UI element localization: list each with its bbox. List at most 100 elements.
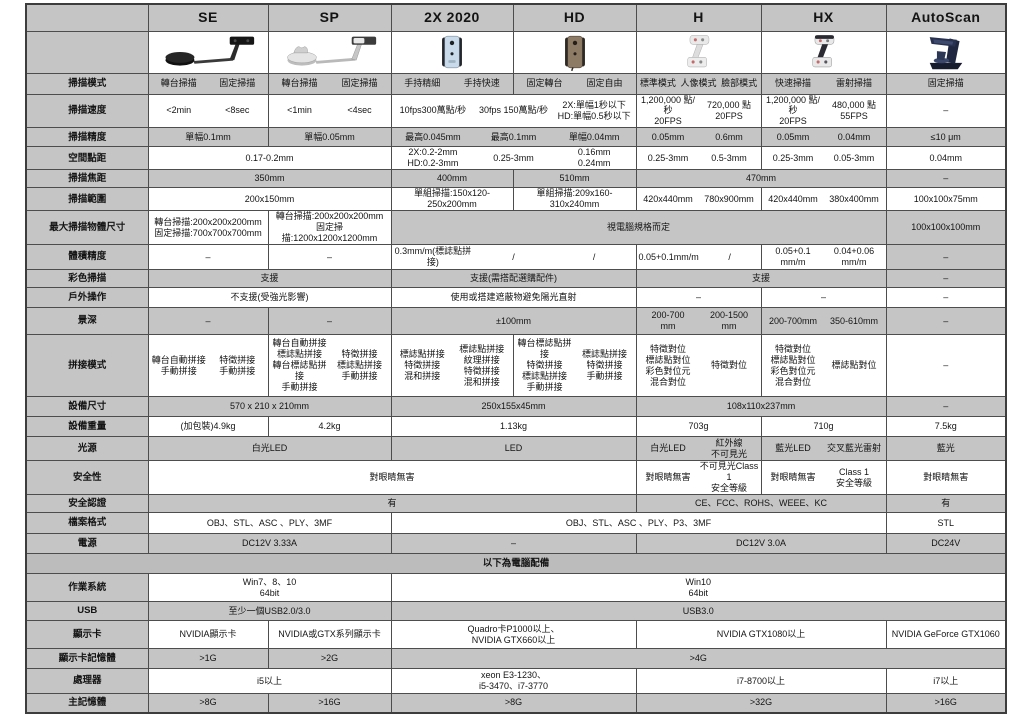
spec-value: 200x150mm bbox=[244, 193, 295, 204]
spec-value: – bbox=[943, 105, 949, 116]
spec-cell: 1,200,000 點/秒 20FPS 480,000 點 55FPS bbox=[760, 93, 887, 129]
spec-cell: STL bbox=[885, 512, 1007, 535]
spec-cell: 7.5kg bbox=[885, 416, 1007, 438]
spec-value: 703g bbox=[688, 421, 709, 432]
spec-value: 1,200,000 點/秒 20FPS bbox=[640, 94, 696, 127]
spec-cell: >8G bbox=[147, 693, 269, 714]
spec-cell: 250x155x45mm bbox=[390, 396, 637, 418]
spec-cell: DC12V 3.0A bbox=[635, 533, 887, 555]
spec-value: <8sec bbox=[225, 105, 250, 116]
spec-value: 0.25-3mm bbox=[493, 152, 534, 163]
spec-cell: 108x110x237mm bbox=[635, 396, 887, 418]
row-label: 檔案格式 bbox=[25, 512, 149, 535]
spec-cell: 轉台標誌點拼接 特徵拼接 標誌點拼接 手動拼接 標誌點拼接 特徵拼接 手動拼接 bbox=[512, 334, 637, 398]
spec-value: 0.04mm bbox=[837, 131, 871, 142]
spec-cell: xeon E3-1230、 i5-3470、i7-3770 bbox=[390, 668, 637, 695]
spec-value: 對眼睛無害 bbox=[369, 472, 415, 483]
spec-value: – bbox=[326, 251, 332, 262]
spec-cell: LED bbox=[390, 436, 637, 462]
spec-cell: 白光LED 紅外線 不可見光 bbox=[635, 436, 762, 462]
spec-value: 特徵對位 標誌點對位 彩色對位元 混合對位 bbox=[770, 343, 816, 387]
spec-value: 10fps300萬點/秒 bbox=[399, 105, 467, 116]
spec-cell: 710g bbox=[760, 416, 887, 438]
spec-value: – bbox=[943, 273, 949, 284]
spec-value: i5以上 bbox=[256, 675, 282, 686]
spec-cell: >4G bbox=[390, 648, 1007, 670]
spec-value: <4sec bbox=[347, 105, 372, 116]
spec-value: – bbox=[510, 538, 516, 549]
spec-value: 不支援(受強光影響) bbox=[230, 292, 309, 303]
spec-value: 對眼睛無害 bbox=[770, 472, 816, 483]
spec-value: 標誌點對位 bbox=[831, 360, 877, 371]
spec-cell: 703g bbox=[635, 416, 762, 438]
product-image-cell bbox=[885, 30, 1007, 74]
spec-value: 支援 bbox=[260, 273, 279, 284]
spec-value: 不可見光Class 1 安全等級 bbox=[699, 461, 759, 494]
product-header-3: HD bbox=[512, 3, 637, 32]
spec-value: 2X:單幅1秒以下 HD:單幅0.5秒以下 bbox=[557, 99, 631, 121]
spec-cell: 1,200,000 點/秒 20FPS 720,000 點 20FPS bbox=[635, 93, 762, 129]
spec-value: 570 x 210 x 210mm bbox=[229, 401, 310, 412]
spec-value: Class 1 安全等級 bbox=[835, 466, 872, 488]
spec-cell: >32G bbox=[635, 693, 887, 714]
spec-cell: ≤10 μm bbox=[885, 127, 1007, 148]
spec-cell: i7以上 bbox=[885, 668, 1007, 695]
spec-cell: 白光LED bbox=[147, 436, 392, 462]
spec-value: 特徵拼接 標誌點拼接 手動拼接 bbox=[336, 349, 382, 382]
spec-value: 0.3mm/m(標誌點拼接) bbox=[394, 246, 472, 268]
spec-value: >8G bbox=[199, 697, 217, 708]
spec-value: ≤10 μm bbox=[930, 131, 961, 142]
spec-value: 單組掃描:209x160-310x240mm bbox=[536, 188, 613, 210]
spec-cell: 不支援(受強光影響) bbox=[147, 287, 392, 309]
spec-value: >16G bbox=[318, 697, 341, 708]
row-label: 掃描模式 bbox=[25, 72, 149, 95]
autoscan-desktop-scanner-icon bbox=[887, 33, 1005, 71]
spec-value: 藍光LED bbox=[775, 443, 811, 454]
spec-cell: 轉台自動拼接 標誌點拼接 轉台標誌點拼接 手動拼接 特徵拼接 標誌點拼接 手動拼接 bbox=[267, 334, 392, 398]
spec-value: 100x100x75mm bbox=[913, 193, 978, 204]
spec-value: Win10 64bit bbox=[685, 576, 711, 598]
spec-value: – bbox=[943, 360, 949, 371]
spec-value: 0.25-3mm bbox=[772, 152, 814, 163]
spec-value: 標誌點拼接 特徵拼接 混和拼接 bbox=[399, 349, 445, 382]
spec-value: 108x110x237mm bbox=[726, 401, 796, 412]
row-label: 安全性 bbox=[25, 460, 149, 496]
spec-value: 有 bbox=[941, 498, 951, 509]
spec-cell: 570 x 210 x 210mm bbox=[147, 396, 392, 418]
spec-value: 0.04mm bbox=[929, 152, 962, 163]
spec-value: 單幅0.1mm bbox=[185, 131, 231, 142]
spec-value: 支援 bbox=[751, 273, 770, 284]
spec-value: 白光LED bbox=[251, 443, 288, 454]
spec-value: 0.5-3mm bbox=[711, 152, 747, 163]
spec-cell: 轉台掃描 固定掃描 bbox=[267, 72, 392, 95]
spec-value: 720,000 點 20FPS bbox=[706, 99, 752, 121]
corner-blank-cell bbox=[25, 3, 149, 32]
spec-value: 視電腦規格而定 bbox=[606, 222, 670, 233]
spec-value: >16G bbox=[934, 697, 957, 708]
spec-cell: NVIDIA GeForce GTX1060 bbox=[885, 620, 1007, 650]
spec-value: 轉台自動拼接 標誌點拼接 轉台標誌點拼接 手動拼接 bbox=[272, 338, 327, 393]
spec-cell: USB3.0 bbox=[390, 601, 1007, 622]
spec-cell: 單幅0.05mm bbox=[267, 127, 392, 148]
spec-cell: Win10 64bit bbox=[390, 573, 1007, 603]
spec-value: – bbox=[943, 401, 949, 412]
spec-value: 轉台掃描 bbox=[160, 78, 197, 89]
spec-cell: 470mm bbox=[635, 169, 887, 189]
spec-cell: Win7、8、10 64bit bbox=[147, 573, 392, 603]
spec-value: 200-700 mm bbox=[651, 310, 685, 332]
spec-cell: 特徵對位 標誌點對位 彩色對位元 混合對位 特徵對位 bbox=[635, 334, 762, 398]
spec-value: >8G bbox=[504, 697, 523, 708]
spec-value: ±100mm bbox=[496, 315, 531, 326]
spec-value: NVIDIA或GTX系列顯示卡 bbox=[278, 629, 381, 640]
spec-value: 0.05mm bbox=[651, 131, 685, 142]
spec-value: 100x100x100mm bbox=[911, 222, 981, 233]
spec-value: 0.05mm bbox=[776, 131, 810, 142]
row-label: 處理器 bbox=[25, 668, 149, 695]
spec-value: 420x440mm bbox=[768, 193, 818, 204]
spec-cell: 標準模式 人像模式 臉部模式 bbox=[635, 72, 762, 95]
spec-value: DC12V 3.0A bbox=[735, 538, 787, 549]
spec-value: <1min bbox=[287, 105, 312, 116]
spec-value: NVIDIA顯示卡 bbox=[179, 629, 237, 640]
spec-cell: 對眼睛無害 不可見光Class 1 安全等級 bbox=[635, 460, 762, 496]
spec-value: NVIDIA GeForce GTX1060 bbox=[891, 629, 1000, 640]
